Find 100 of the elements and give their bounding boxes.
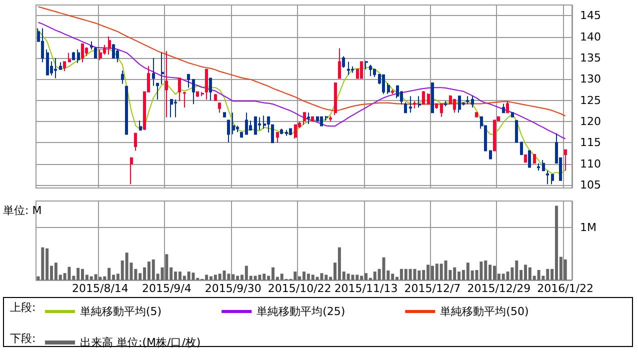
candlestick xyxy=(245,112,248,135)
candlestick xyxy=(285,129,288,136)
y-tick-label: 115 xyxy=(580,136,601,150)
candlestick xyxy=(108,36,111,56)
bar xyxy=(351,274,354,280)
candlestick xyxy=(533,154,536,164)
candlestick xyxy=(502,103,505,114)
legend-label: 単純移動平均(50) xyxy=(440,305,529,318)
candlestick xyxy=(506,100,509,114)
line-series xyxy=(38,29,566,174)
bar xyxy=(480,262,483,280)
candlestick xyxy=(520,142,523,156)
candlestick xyxy=(466,96,469,105)
candlestick xyxy=(63,60,66,72)
candlestick xyxy=(90,40,93,50)
candlestick xyxy=(81,43,84,63)
x-tick-label: 2015/10/22 xyxy=(268,282,332,295)
candlestick xyxy=(418,96,421,108)
candlestick xyxy=(307,112,310,125)
candlestick xyxy=(263,115,266,130)
candlestick xyxy=(192,79,195,105)
candlestick xyxy=(440,102,443,118)
candlestick xyxy=(427,93,430,106)
y-tick-label: 145 xyxy=(580,9,601,22)
candlestick xyxy=(294,124,297,139)
bar xyxy=(258,274,262,280)
candlestick xyxy=(351,66,354,74)
candlestick xyxy=(232,112,235,135)
x-tick-label: 2015/9/4 xyxy=(142,282,192,295)
bar xyxy=(408,268,412,280)
candlestick xyxy=(174,98,177,118)
line-series xyxy=(38,22,566,140)
bar xyxy=(98,276,102,280)
candlestick xyxy=(41,28,44,63)
y-tick-label: 120 xyxy=(580,114,601,128)
candlestick xyxy=(458,96,461,114)
candlestick xyxy=(435,103,438,110)
y-tick-label: 125 xyxy=(580,94,601,107)
bar xyxy=(506,272,510,280)
candlestick xyxy=(489,150,492,160)
candlestick xyxy=(422,90,425,105)
candlestick xyxy=(214,93,217,101)
candlestick xyxy=(329,115,332,122)
candlestick xyxy=(68,52,71,63)
candlestick xyxy=(223,112,226,118)
y-tick-label: 110 xyxy=(580,157,601,170)
bar xyxy=(346,274,350,280)
bar xyxy=(68,266,71,280)
candlestick xyxy=(382,74,385,94)
candlestick xyxy=(551,174,554,185)
candlestick xyxy=(178,78,181,102)
candlestick xyxy=(316,116,319,122)
candlestick xyxy=(139,120,142,130)
candlestick xyxy=(170,98,173,118)
candlestick xyxy=(240,132,243,138)
y-axis-title: 単位: M xyxy=(3,204,42,217)
candlestick xyxy=(413,100,416,109)
candlestick xyxy=(546,170,549,185)
candlestick xyxy=(387,82,390,94)
candlestick xyxy=(542,160,545,172)
candlestick xyxy=(537,162,540,172)
candlestick xyxy=(325,115,328,122)
candlestick xyxy=(134,132,137,152)
candlestick xyxy=(205,68,208,100)
legend-label: 単純移動平均(5) xyxy=(80,305,162,318)
candlestick xyxy=(409,96,412,114)
y-tick-label: 140 xyxy=(580,30,601,44)
candlestick xyxy=(303,112,306,126)
candlestick xyxy=(289,128,292,136)
line-series xyxy=(38,6,566,116)
candlestick xyxy=(391,89,394,94)
bar xyxy=(125,252,128,280)
candlestick xyxy=(125,86,128,135)
y-tick-label: 105 xyxy=(580,178,601,192)
candlestick xyxy=(130,157,133,185)
candlestick xyxy=(271,124,274,144)
candlestick xyxy=(254,116,257,135)
candlestick xyxy=(152,57,155,86)
bar xyxy=(192,272,195,280)
candlestick xyxy=(165,50,168,118)
candlestick xyxy=(161,52,164,85)
candlestick xyxy=(94,46,97,58)
bar xyxy=(564,259,567,280)
candlestick xyxy=(334,82,337,116)
candlestick xyxy=(121,70,124,84)
bar xyxy=(537,270,540,280)
candlestick xyxy=(46,48,49,76)
candlestick xyxy=(258,116,261,130)
legend-label: 単純移動平均(25) xyxy=(256,305,346,318)
candlestick xyxy=(475,112,478,118)
candlestick xyxy=(511,112,514,118)
candlestick xyxy=(360,61,363,79)
candlestick xyxy=(99,48,102,61)
candlestick xyxy=(515,120,518,143)
candlestick xyxy=(112,43,115,58)
candlestick xyxy=(276,132,279,144)
x-tick-label: 2015/9/30 xyxy=(204,282,262,295)
y-tick-label: 1M xyxy=(580,220,596,234)
bar xyxy=(316,276,319,280)
bar xyxy=(254,276,257,280)
